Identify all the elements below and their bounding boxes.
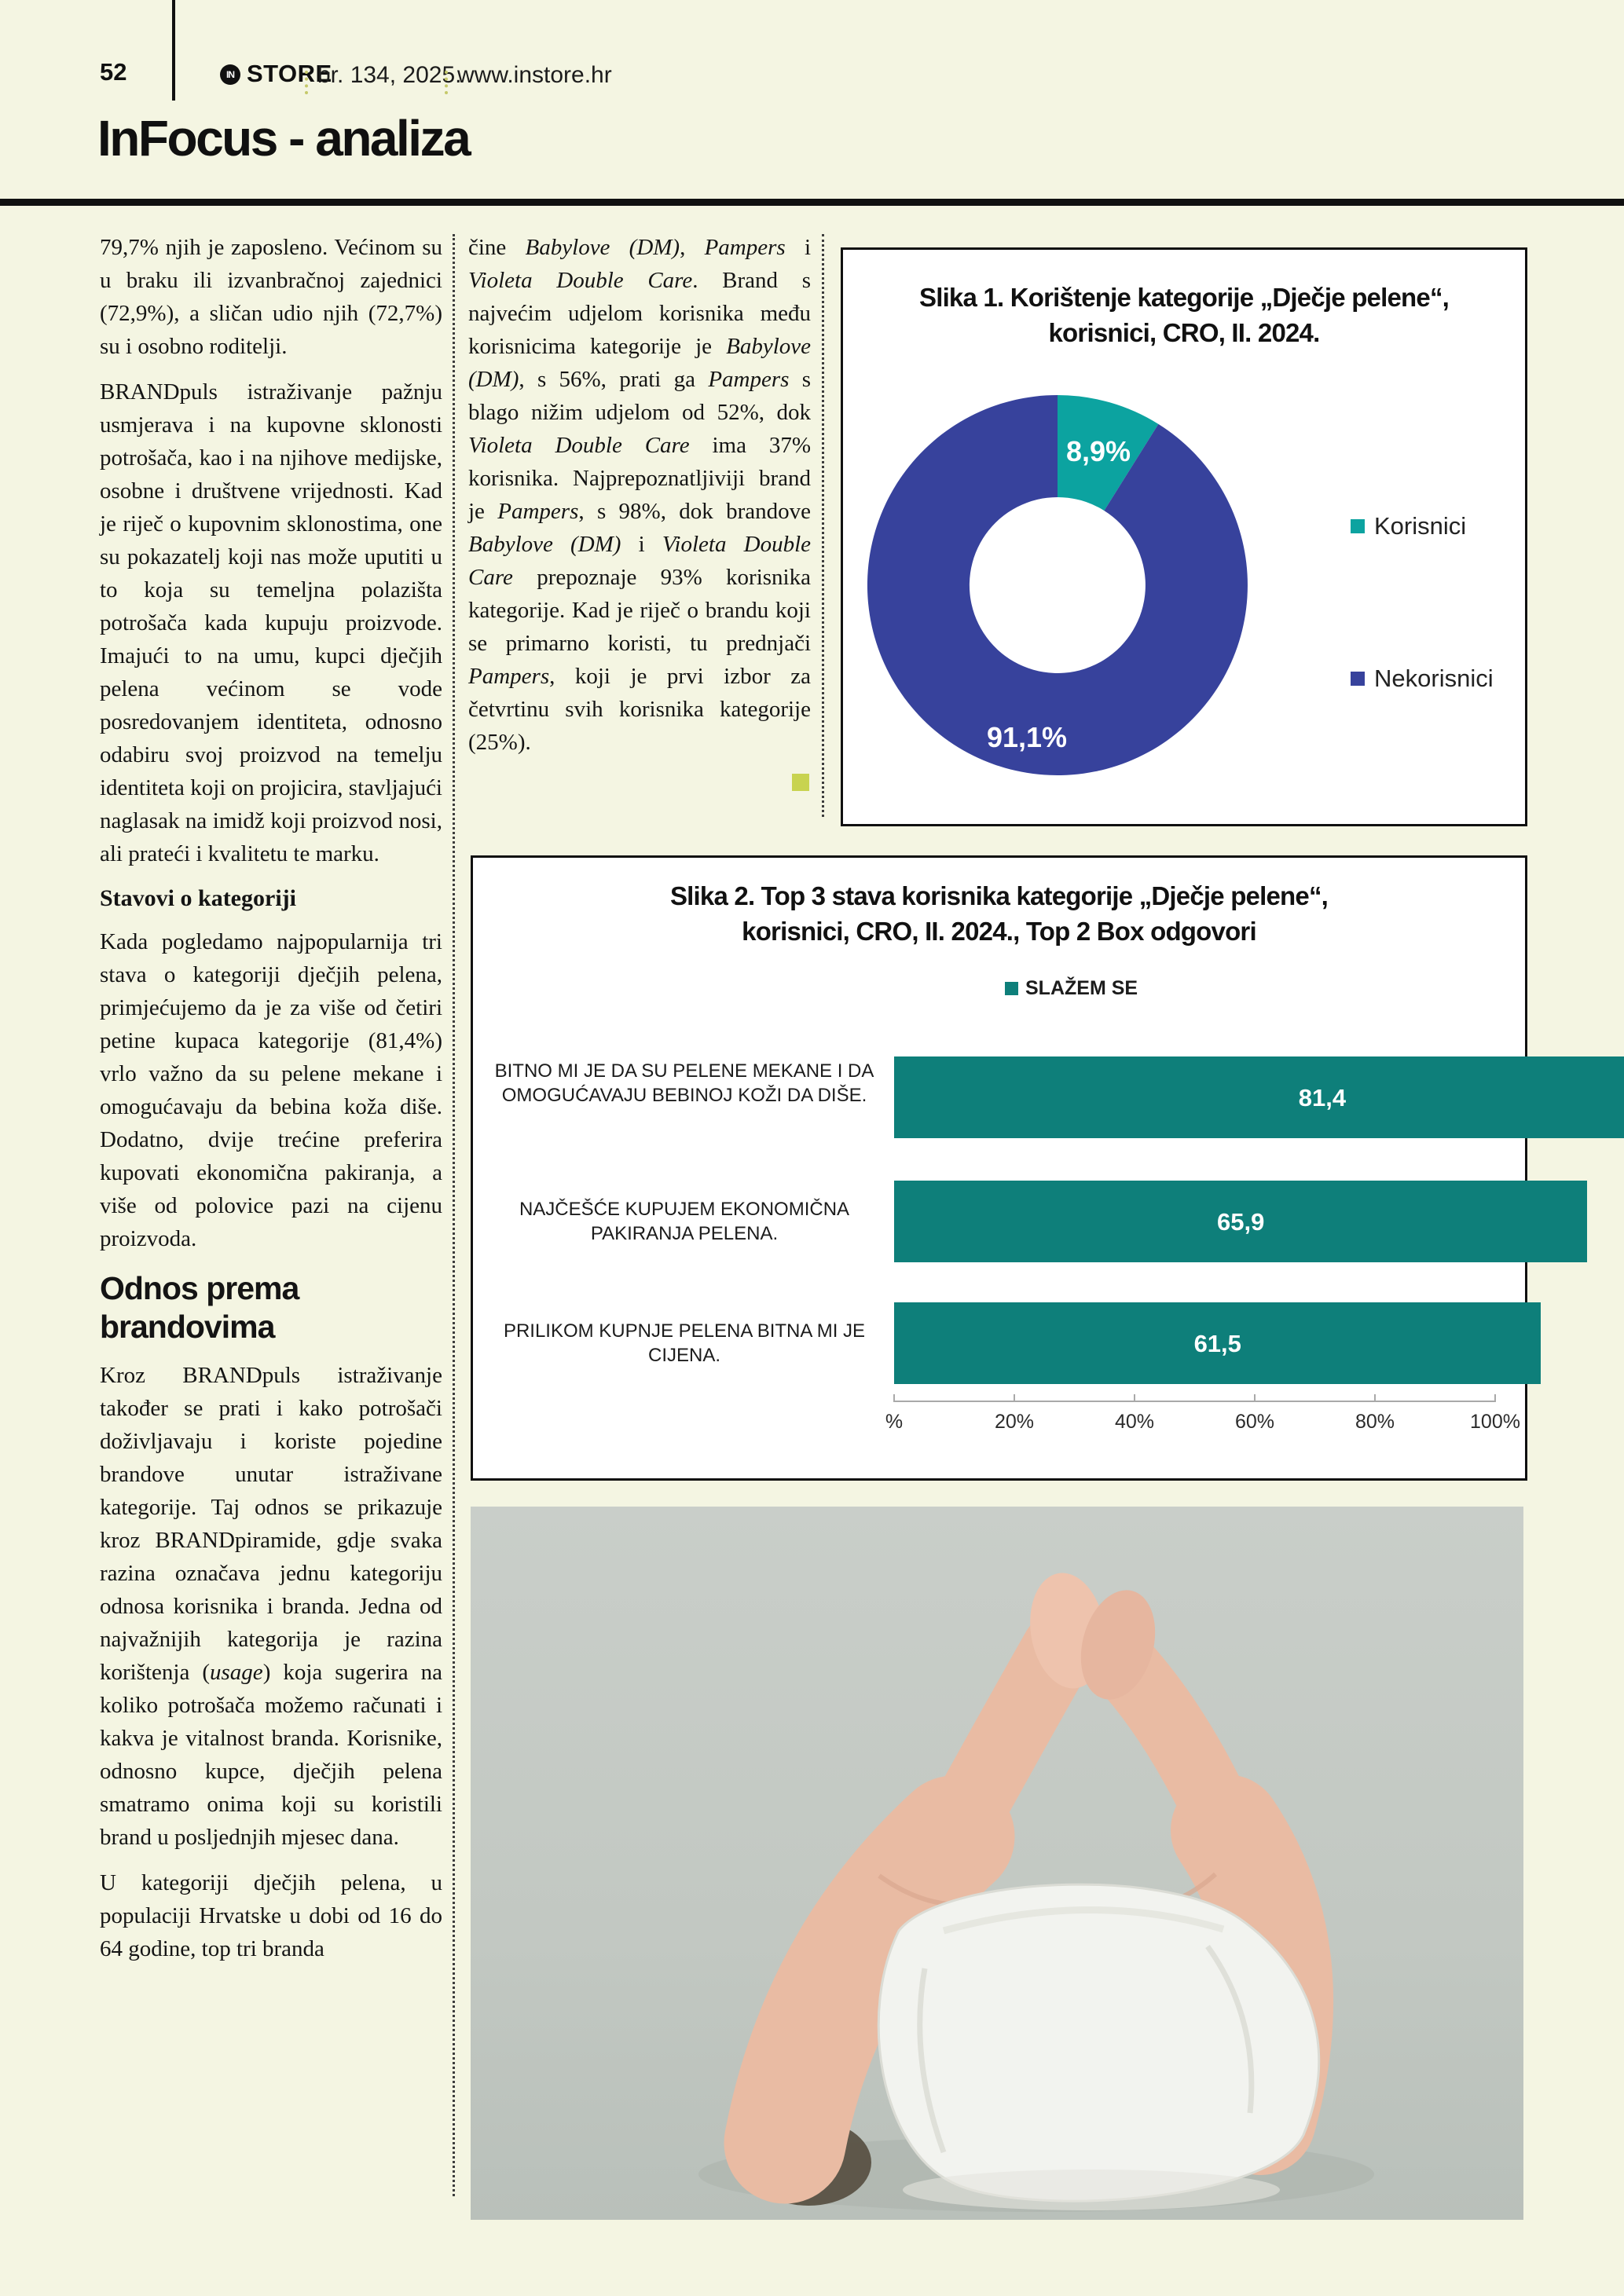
text-column-2: čine Babylove (DM), Pampers i Violeta Do… (468, 231, 811, 771)
paragraph: Kroz BRANDpuls istraživanje također se p… (100, 1363, 443, 1850)
figure-2-title: Slika 2. Top 3 stava korisnika kategorij… (473, 878, 1525, 949)
bar-category-label: BITNO MI JE DA SU PELENE MEKANE I DA OMO… (494, 1060, 874, 1106)
bar-category-label: PRILIKOM KUPNJE PELENA BITNA MI JE CIJEN… (503, 1320, 866, 1366)
axis-tick (1374, 1394, 1376, 1402)
legend-item-nekorisnici: Nekorisnici (1351, 665, 1494, 693)
title-rule-bar (0, 199, 1624, 206)
baby-photo (471, 1507, 1523, 2220)
section-heading-stavovi: Stavovi o kategoriji (100, 885, 296, 911)
bar-value: 65,9 (1217, 1207, 1265, 1236)
legend-item-korisnici: Korisnici (1351, 512, 1466, 540)
header-divider-line (172, 0, 175, 101)
paragraph: BRANDpuls istraživanje pažnju usmjerava … (100, 379, 442, 866)
legend-label-nekorisnici: Nekorisnici (1374, 665, 1494, 692)
axis-tick (1014, 1394, 1015, 1402)
page-number: 52 (100, 58, 127, 86)
paragraph: Kada pogledamo najpopularnija tri stava … (100, 929, 442, 1251)
legend-label-slazem-se: SLAŽEM SE (1025, 977, 1138, 999)
axis-tick (1254, 1394, 1256, 1402)
axis-tick-label: 60% (1234, 1411, 1275, 1433)
legend-item-slazem-se: SLAŽEM SE (1005, 977, 1138, 999)
section-heading-odnos: Odnos prema brandovima (100, 1270, 299, 1345)
header-dotted-separator (445, 71, 448, 94)
bar-value: 81,4 (1298, 1083, 1347, 1111)
donut-value-nekorisnici: 91,1% (986, 721, 1068, 753)
axis-tick-label: 40% (1114, 1411, 1155, 1433)
column-divider (822, 234, 824, 817)
bar-category-label: NAJČEŠĆE KUPUJEM EKONOMIČNA PAKIRANJA PE… (519, 1199, 850, 1244)
bar-cijena: 61,5 (894, 1302, 1542, 1384)
figure-1-title: Slika 1. Korištenje kategorije „Dječje p… (843, 280, 1525, 350)
bar-ekonomicna-pakiranja: 65,9 (894, 1181, 1588, 1262)
website-url: www.instore.hr (457, 62, 612, 88)
bar-mekane-pelene: 81,4 (894, 1056, 1624, 1138)
paragraph: čine Babylove (DM), Pampers i Violeta Do… (468, 235, 812, 755)
axis-tick (1494, 1394, 1496, 1402)
donut-slice-korisnici (1058, 395, 1159, 511)
instore-logo-icon: IN (220, 64, 240, 85)
paragraph: 79,7% njih je zaposleno. Većinom su u br… (100, 235, 442, 359)
legend-swatch-slazem-se (1005, 981, 1018, 995)
axis-tick-label: 80% (1355, 1411, 1395, 1433)
donut-slice-nekorisnici (867, 395, 1248, 775)
axis-tick-label: 20% (994, 1411, 1035, 1433)
baby-photo-illustration (471, 1507, 1523, 2220)
axis-tick-label: 100% (1470, 1411, 1520, 1433)
bar-value: 61,5 (1193, 1329, 1241, 1357)
figure-1-box: Slika 1. Korištenje kategorije „Dječje p… (841, 247, 1527, 826)
x-axis: % 20% 40% 60% 80% 100% (885, 1394, 1520, 1433)
text-column-1: 79,7% njih je zaposleno. Većinom su u br… (100, 231, 442, 1978)
legend-swatch-korisnici (1351, 519, 1365, 533)
donut-chart: 8,9% 91,1% (845, 373, 1270, 797)
axis-tick (893, 1394, 895, 1402)
figure-1-title-line2: korisnici, CRO, II. 2024. (1048, 318, 1321, 347)
paragraph: U kategoriji dječjih pelena, u populacij… (100, 1870, 442, 1961)
figure-2-title-line2: korisnici, CRO, II. 2024., Top 2 Box odg… (742, 917, 1257, 946)
issue-number: br. 134, 2025. (317, 62, 462, 88)
column-divider (453, 234, 455, 2196)
figure-2-box: Slika 2. Top 3 stava korisnika kategorij… (471, 855, 1624, 1481)
article-title: InFocus - analiza (97, 110, 471, 167)
figure-1-title-line1: Slika 1. Korištenje kategorije „Dječje p… (918, 283, 1450, 312)
legend-label-korisnici: Korisnici (1374, 512, 1467, 540)
figure-2-title-line1: Slika 2. Top 3 stava korisnika kategorij… (669, 881, 1329, 910)
axis-tick (1134, 1394, 1135, 1402)
header-dotted-separator (305, 71, 308, 94)
donut-svg (867, 395, 1248, 775)
axis-tick-label: % (885, 1411, 904, 1433)
brand-name: STORE (247, 60, 332, 87)
article-end-marker (792, 774, 809, 791)
legend-swatch-nekorisnici (1351, 672, 1365, 686)
donut-value-korisnici: 8,9% (1065, 435, 1131, 467)
